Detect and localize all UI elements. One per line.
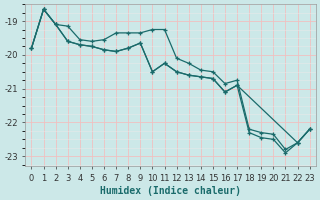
X-axis label: Humidex (Indice chaleur): Humidex (Indice chaleur) xyxy=(100,186,241,196)
